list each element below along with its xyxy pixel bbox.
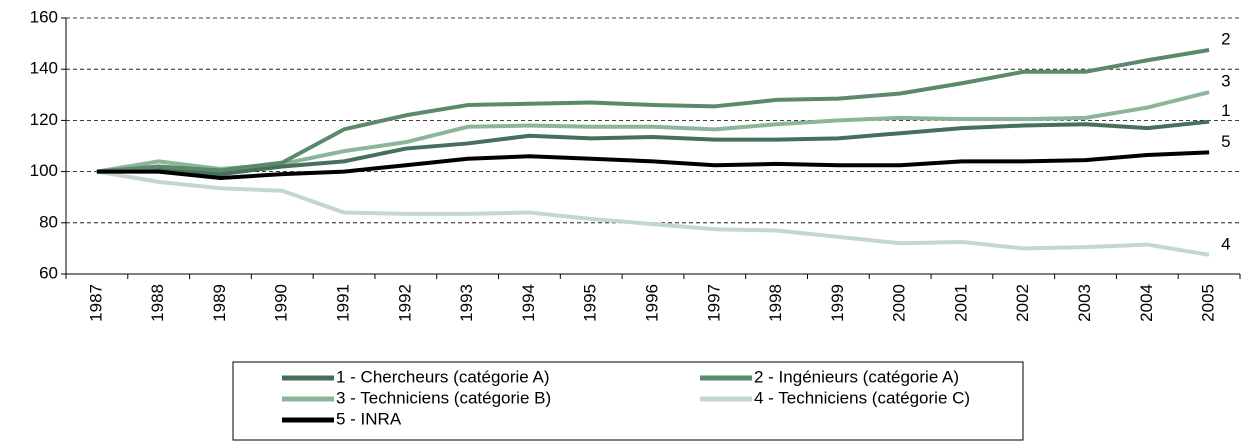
x-tick-label: 1991	[334, 284, 353, 322]
end-label: 3	[1221, 72, 1230, 91]
y-tick-label: 160	[30, 7, 58, 26]
legend-label: 4 - Techniciens (catégorie C)	[754, 388, 970, 407]
legend-label: 5 - INRA	[336, 409, 402, 428]
legend-box	[232, 361, 1024, 441]
x-tick-label: 1989	[210, 284, 229, 322]
legend-label: 3 - Techniciens (catégorie B)	[336, 388, 551, 407]
end-label: 1	[1221, 101, 1230, 120]
x-tick-label: 2002	[1013, 284, 1032, 322]
y-tick-label: 60	[39, 263, 58, 282]
x-tick-label: 1993	[457, 284, 476, 322]
x-tick-label: 1994	[519, 284, 538, 322]
series-line	[96, 169, 1210, 257]
x-tick-label: 2004	[1137, 284, 1156, 322]
x-tick-label: 1996	[642, 284, 661, 322]
legend-label: 2 - Ingénieurs (catégorie A)	[754, 367, 959, 386]
x-tick-label: 2000	[890, 284, 909, 322]
end-label: 5	[1221, 132, 1230, 151]
x-tick-label: 1995	[581, 284, 600, 322]
y-tick-label: 100	[30, 161, 58, 180]
x-tick-label: 2001	[951, 284, 970, 322]
x-tick-label: 2005	[1199, 284, 1218, 322]
legend-label: 1 - Chercheurs (catégorie A)	[336, 367, 550, 386]
y-tick-label: 120	[30, 110, 58, 129]
y-tick-label: 80	[39, 212, 58, 231]
y-tick-label: 140	[30, 59, 58, 78]
x-tick-label: 1988	[148, 284, 167, 322]
x-tick-label: 1990	[272, 284, 291, 322]
x-tick-label: 1997	[704, 284, 723, 322]
end-label: 2	[1221, 29, 1230, 48]
series-line	[96, 119, 1210, 177]
x-tick-label: 1999	[828, 284, 847, 322]
series-line	[96, 48, 1210, 174]
end-label: 4	[1221, 234, 1230, 253]
series-line	[96, 150, 1210, 180]
x-tick-label: 1987	[86, 284, 105, 322]
x-tick-label: 1998	[766, 284, 785, 322]
x-tick-label: 1992	[395, 284, 414, 322]
x-tick-label: 2003	[1075, 284, 1094, 322]
